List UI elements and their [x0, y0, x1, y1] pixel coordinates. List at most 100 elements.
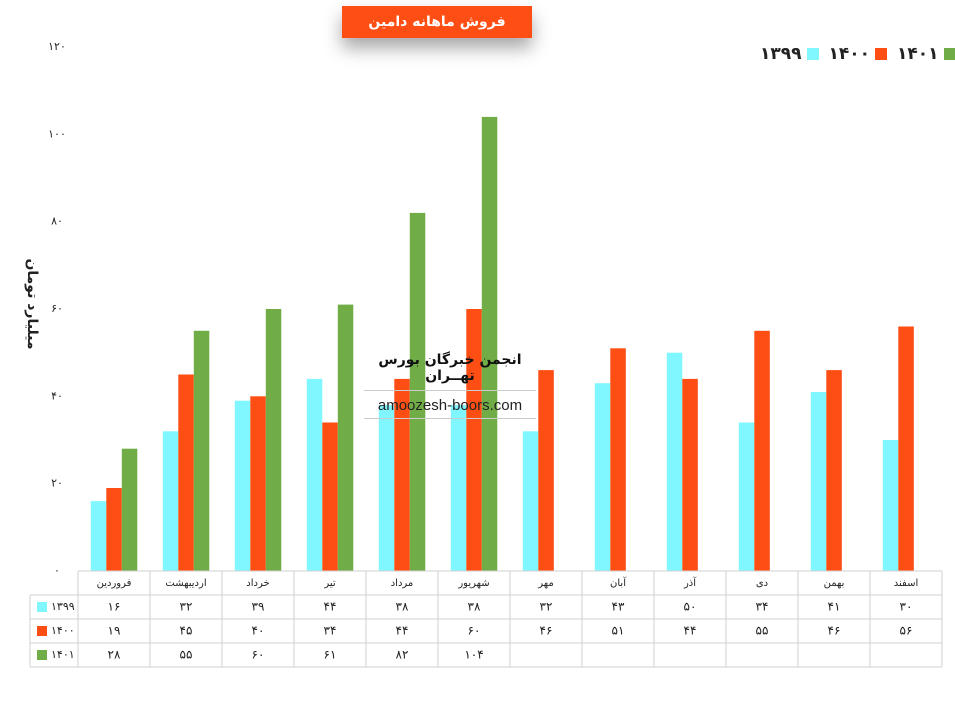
category-label: تیر — [323, 578, 336, 589]
y-tick-label: ۴۰ — [51, 389, 63, 402]
table-value: ۴۶ — [828, 624, 841, 638]
bar-1-2 — [250, 396, 266, 571]
category-label: فروردین — [97, 578, 132, 589]
legend: ۱۴۰۱ ۱۴۰۰ ۱۳۹۹ — [760, 44, 955, 64]
category-label: اسفند — [894, 578, 918, 589]
bar-1-9 — [754, 330, 770, 571]
y-tick-label: ۱۲۰ — [48, 40, 66, 53]
bar-0-3 — [306, 378, 323, 571]
category-label: مرداد — [391, 578, 414, 589]
watermark: انجمن خبرگان بورس تهــران amoozesh-boors… — [364, 352, 536, 419]
bar-1-10 — [826, 370, 842, 571]
bar-1-5 — [466, 309, 482, 571]
y-tick-label: ۲۰ — [51, 477, 63, 490]
bar-1-3 — [322, 422, 338, 571]
bar-0-4 — [378, 405, 395, 571]
legend-swatch-1401 — [943, 48, 955, 60]
y-tick-label: ۶۰ — [51, 302, 63, 315]
bar-2-5 — [481, 116, 498, 572]
y-tick-label: ۰ — [54, 564, 60, 577]
table-value: ۱۰۴ — [464, 648, 483, 662]
table-value: ۴۱ — [828, 600, 841, 614]
bar-1-4 — [394, 378, 410, 571]
category-label: اردیبهشت — [165, 578, 206, 589]
table-value: ۳۸ — [468, 600, 481, 614]
table-value: ۵۶ — [900, 624, 913, 638]
table-value: ۵۵ — [180, 648, 193, 662]
bar-1-7 — [610, 348, 626, 571]
legend-swatch-1399 — [806, 48, 819, 60]
table-value: ۲۸ — [108, 648, 121, 662]
chart-title: فروش ماهانه دامین — [342, 6, 532, 38]
table-value: ۳۰ — [900, 600, 913, 614]
table-value: ۶۰ — [468, 624, 481, 638]
bar-1-0 — [106, 488, 122, 571]
bar-2-1 — [193, 330, 210, 571]
table-value: ۴۴ — [684, 624, 697, 638]
bar-0-2 — [234, 400, 251, 571]
table-value: ۶۱ — [324, 648, 337, 662]
table-value: ۳۹ — [252, 600, 265, 614]
y-axis-label: میلیارد تومان — [24, 258, 40, 350]
bar-1-1 — [178, 374, 194, 571]
category-label: شهریور — [457, 578, 489, 589]
category-label: بهمن — [824, 578, 845, 589]
legend-item-1399: ۱۳۹۹ — [760, 44, 819, 64]
category-label: مهر — [537, 578, 553, 589]
table-value: ۳۲ — [540, 600, 553, 614]
bar-2-3 — [337, 304, 354, 571]
bar-0-9 — [738, 422, 755, 571]
bar-1-11 — [898, 326, 914, 571]
table-value: ۳۲ — [180, 600, 193, 614]
bar-0-7 — [594, 383, 611, 571]
legend-swatch-1400 — [875, 48, 888, 60]
watermark-url: amoozesh-boors.com — [364, 391, 536, 419]
table-value: ۴۵ — [180, 624, 193, 638]
table-value: ۴۰ — [252, 624, 265, 638]
bar-0-8 — [666, 352, 683, 571]
table-series-label: ۱۳۹۹ — [51, 600, 75, 613]
table-value: ۳۴ — [756, 600, 769, 614]
table-swatch-0 — [37, 602, 47, 612]
table-value: ۳۸ — [396, 600, 409, 614]
legend-item-1400: ۱۴۰۰ — [829, 44, 888, 64]
bar-0-5 — [450, 405, 467, 571]
bar-2-0 — [121, 448, 138, 571]
category-label: خرداد — [246, 578, 269, 589]
watermark-name: انجمن خبرگان بورس تهــران — [364, 352, 536, 391]
bar-1-6 — [538, 370, 554, 571]
category-label: دی — [756, 578, 768, 589]
legend-label-1400: ۱۴۰۰ — [828, 44, 871, 64]
table-value: ۳۴ — [324, 624, 337, 638]
bar-0-1 — [162, 431, 179, 571]
y-tick-label: ۱۰۰ — [48, 127, 66, 140]
table-swatch-1 — [37, 626, 47, 636]
table-value: ۱۹ — [108, 624, 121, 638]
legend-label-1401: ۱۴۰۱ — [897, 44, 939, 64]
table-value: ۶۰ — [252, 648, 265, 662]
bar-0-6 — [522, 431, 539, 571]
y-tick-label: ۸۰ — [51, 215, 63, 228]
legend-item-1401: ۱۴۰۱ — [897, 44, 955, 64]
category-label: آذر — [683, 576, 697, 589]
category-label: آبان — [610, 576, 627, 589]
table-value: ۵۰ — [684, 600, 697, 614]
table-value: ۴۴ — [396, 624, 409, 638]
table-value: ۸۲ — [396, 648, 409, 662]
legend-label-1399: ۱۳۹۹ — [760, 44, 802, 64]
table-series-label: ۱۴۰۱ — [51, 648, 75, 661]
table-value: ۵۱ — [612, 624, 625, 638]
bar-0-10 — [810, 392, 827, 571]
table-value: ۴۳ — [612, 600, 625, 614]
bar-1-8 — [682, 378, 698, 571]
table-series-label: ۱۴۰۰ — [51, 624, 75, 637]
table-value: ۱۶ — [108, 600, 121, 614]
table-value: ۵۵ — [756, 624, 769, 638]
table-value: ۴۴ — [324, 600, 337, 614]
bar-2-4 — [409, 212, 426, 571]
bar-2-2 — [265, 309, 282, 571]
table-value: ۴۶ — [540, 624, 553, 638]
bar-0-11 — [882, 440, 899, 571]
bar-0-0 — [90, 501, 107, 571]
